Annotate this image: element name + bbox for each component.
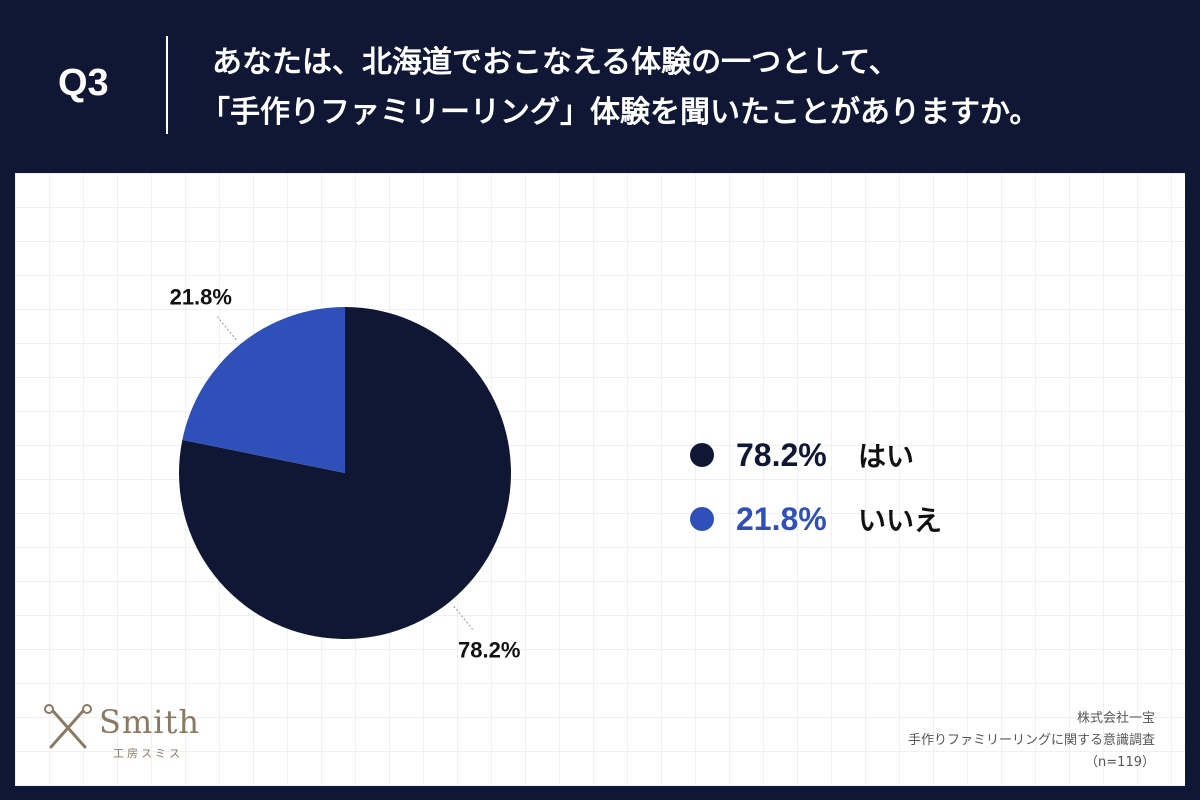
question-line-2: 「手作りファミリーリング」体験を聞いたことがありますか。 (200, 95, 1040, 130)
legend-marker-no (690, 507, 714, 531)
source-survey: 手作りファミリーリングに関する意識調査 (907, 733, 1155, 748)
crossed-tools-icon (44, 704, 92, 749)
pie-label-yes: 78.2% (458, 638, 520, 663)
pie-slice-no (182, 307, 345, 473)
legend-label-no: いいえ (858, 504, 943, 537)
question-text: あなたは、北海道でおこなえる体験の一つとして、 「手作りファミリーリング」体験を… (200, 38, 1039, 138)
leader-line-yes (453, 605, 474, 630)
header-divider (166, 36, 168, 134)
question-number: Q3 (58, 62, 109, 104)
pie-chart: 78.2% 21.8% (170, 284, 521, 663)
legend-percent-yes: 78.2% (736, 436, 827, 473)
source-company: 株式会社一宝 (1076, 711, 1155, 726)
source-sample-size: （n=119） (1085, 755, 1155, 770)
legend-marker-yes (690, 443, 714, 467)
legend-item-yes: 78.2% はい (690, 423, 942, 487)
chart-panel: 78.2% 21.8% 78.2% はい 21.8% いいえ Smith 工房スミ… (15, 173, 1185, 786)
legend-label-yes: はい (858, 440, 915, 473)
question-line-1: あなたは、北海道でおこなえる体験の一つとして、 (212, 45, 899, 80)
logo-wordmark: Smith (99, 703, 200, 741)
legend-percent-no: 21.8% (736, 500, 827, 537)
legend: 78.2% はい 21.8% いいえ (690, 423, 942, 551)
smith-logo: Smith 工房スミス (43, 703, 199, 760)
leader-line-no (216, 316, 237, 341)
logo-subtitle: 工房スミス (113, 747, 183, 760)
pie-label-no: 21.8% (170, 284, 232, 309)
legend-item-no: 21.8% いいえ (690, 487, 942, 551)
header: Q3 あなたは、北海道でおこなえる体験の一つとして、 「手作りファミリーリング」… (0, 0, 1200, 170)
source-note: 株式会社一宝 手作りファミリーリングに関する意識調査 （n=119） (908, 708, 1155, 774)
